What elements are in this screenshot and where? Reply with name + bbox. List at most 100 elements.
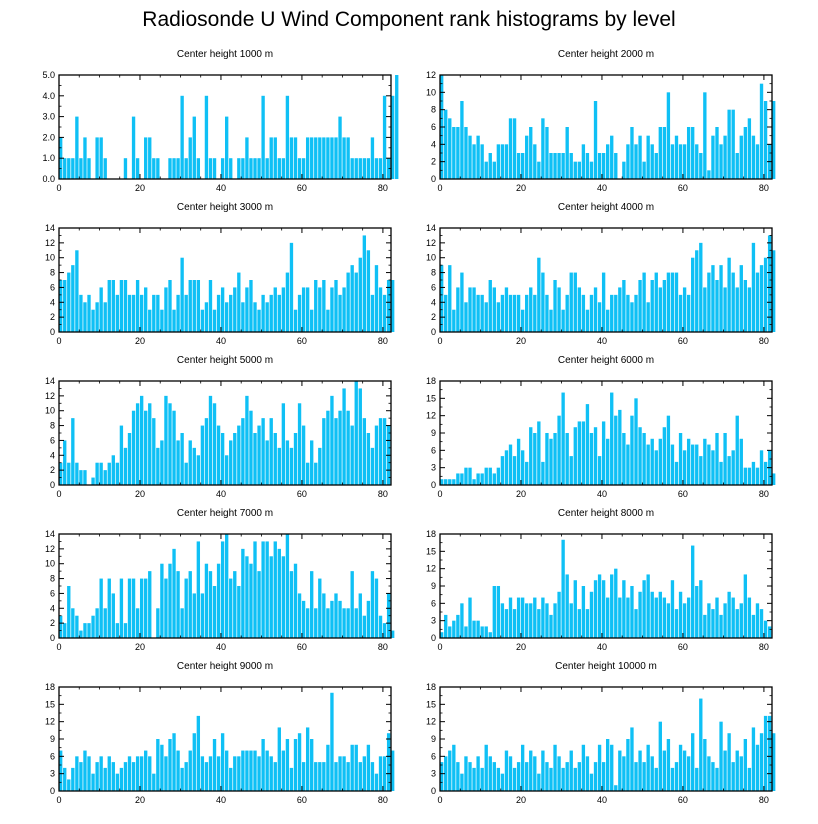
y-tick-label: 0 [50, 327, 55, 337]
histogram-bar [131, 410, 136, 485]
histogram-bar [378, 287, 383, 332]
histogram-bar [520, 450, 525, 485]
histogram-bar [237, 158, 241, 179]
histogram-bar [565, 574, 569, 638]
histogram-panel: Center height 2000 m 0 20 40 60 80 0 2 4 6 8 10 12 [426, 49, 776, 193]
histogram-panel: Center height 9000 m 0 20 40 60 80 0 3 6 9 12 15 18 [45, 661, 395, 805]
histogram-bar [480, 767, 484, 791]
histogram-bar [314, 762, 318, 791]
histogram-bar [606, 309, 610, 332]
histogram-bar [277, 727, 281, 791]
histogram-bar [646, 744, 650, 791]
x-tick-label: 60 [678, 489, 688, 499]
histogram-bar [95, 462, 99, 485]
histogram-bar [678, 744, 683, 791]
histogram-bar [512, 609, 517, 638]
histogram-bar [739, 135, 743, 179]
histogram-bar [103, 158, 107, 179]
histogram-bar [160, 563, 164, 638]
histogram-bar [751, 135, 756, 179]
histogram-bar [682, 144, 687, 179]
histogram-bar [476, 473, 480, 485]
histogram-bar [723, 433, 727, 485]
histogram-bar [322, 137, 326, 179]
y-tick-label: 3 [431, 463, 436, 473]
histogram-bar [297, 733, 302, 791]
histogram-bar [91, 773, 95, 791]
histogram-bar [496, 467, 501, 485]
histogram-bar [265, 440, 269, 485]
histogram-bar [111, 762, 115, 791]
histogram-bar [464, 127, 468, 179]
histogram-bar [249, 750, 253, 791]
histogram-bar [188, 750, 192, 791]
histogram-bar [508, 294, 513, 332]
histogram-bar [289, 447, 294, 485]
histogram-bar [549, 438, 553, 485]
panel-title: Center height 4000 m [558, 202, 654, 213]
x-tick-label: 60 [678, 336, 688, 346]
histogram-bar [691, 545, 695, 638]
y-tick-label: 2 [431, 157, 436, 167]
histogram-bar [156, 447, 160, 485]
histogram-bar [342, 287, 346, 332]
histogram-bar [504, 144, 509, 179]
histogram-bar [281, 287, 286, 332]
histogram-bar [293, 309, 298, 332]
histogram-bar [338, 294, 342, 332]
histogram-bar [310, 309, 314, 332]
histogram-bar [703, 614, 707, 638]
histogram-bar [593, 762, 598, 791]
x-tick-label: 80 [759, 336, 769, 346]
histogram-bar [318, 137, 322, 179]
histogram-bar [715, 597, 719, 638]
histogram-bar [610, 744, 614, 791]
histogram-bar [200, 425, 205, 485]
histogram-bar [180, 433, 184, 485]
histogram-bar [115, 773, 120, 791]
histogram-bar [646, 444, 650, 485]
histogram-bar [476, 135, 480, 179]
histogram-bar [164, 578, 168, 638]
histogram-bar [115, 294, 120, 332]
histogram-bar [650, 280, 654, 332]
histogram-bar [727, 456, 731, 485]
histogram-bar [168, 563, 172, 638]
histogram-bar [699, 456, 703, 485]
histogram-bar [208, 158, 213, 179]
histogram-bar [492, 762, 496, 791]
histogram-bar [245, 750, 249, 791]
y-tick-label: 0 [431, 633, 436, 643]
x-tick-label: 0 [56, 489, 61, 499]
histogram-bar [537, 773, 541, 791]
histogram-bar [204, 95, 209, 179]
histogram-bar [391, 280, 395, 332]
histogram-bar [95, 608, 99, 638]
histogram-bar [500, 773, 505, 791]
histogram-bar [444, 756, 448, 791]
histogram-bar [99, 756, 103, 791]
histogram-bar [565, 433, 569, 485]
histogram-bar [374, 773, 379, 791]
histogram-bar [767, 235, 772, 332]
histogram-bar [346, 272, 350, 332]
histogram-bar [79, 158, 83, 179]
histogram-bar [245, 556, 249, 638]
histogram-bar [91, 477, 95, 485]
x-tick-label: 40 [597, 795, 607, 805]
histogram-bar [504, 750, 509, 791]
histogram-bar [448, 479, 452, 485]
histogram-bar [464, 756, 468, 791]
histogram-bar [75, 615, 79, 638]
histogram-bar [703, 438, 707, 485]
histogram-bar [496, 144, 501, 179]
histogram-bar [618, 750, 622, 791]
histogram-bar [301, 287, 306, 332]
histogram-panel: Center height 4000 m 0 20 40 60 80 0 2 4 6 8 10 12 14 [426, 202, 776, 346]
histogram-bar [674, 609, 679, 638]
histogram-bar [257, 571, 261, 638]
panel-title: Center height 6000 m [558, 355, 654, 366]
histogram-bar [484, 744, 488, 791]
histogram-bar [638, 280, 642, 332]
histogram-bar [626, 294, 630, 332]
